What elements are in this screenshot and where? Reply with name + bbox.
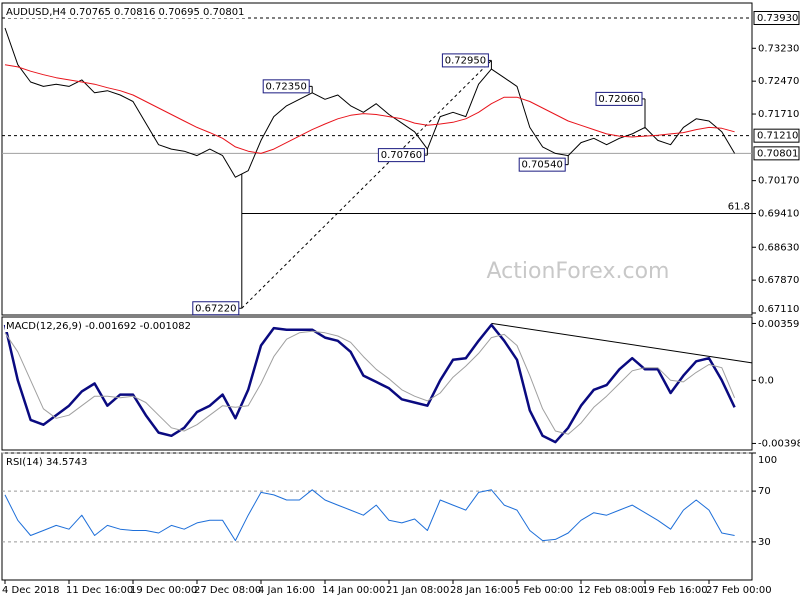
y-tick-label: 0.69410 [758, 209, 799, 220]
x-tick-label: 27 Feb 00:00 [706, 585, 772, 596]
y-tick-label: 30 [758, 537, 771, 548]
panel-title: RSI(14) 34.5743 [6, 457, 87, 468]
y-tick-label: 0.71710 [758, 109, 799, 120]
panel-frame [1, 316, 753, 451]
x-tick-label: 28 Jan 16:00 [450, 585, 513, 596]
y-tick-label: 100 [758, 455, 777, 466]
annotation-box [518, 157, 566, 172]
panel-title: AUDUSD,H4 0.70765 0.70816 0.70695 0.7080… [6, 7, 244, 18]
y-tick-label: 0.70170 [758, 176, 799, 187]
y-tick-label: -0.003986 [758, 438, 800, 449]
level-label: 61.8 [728, 202, 750, 213]
annotation-label: 0.70540 [522, 160, 563, 171]
annotation-box [262, 79, 310, 94]
panel-title-bg [5, 7, 246, 18]
level-label: 0.73930 [757, 13, 798, 24]
level-label-box [753, 146, 800, 161]
y-tick-label: 0.0 [758, 375, 774, 386]
x-tick-label: 21 Jan 08:00 [386, 585, 449, 596]
series-line [4, 64, 735, 154]
annotation-box [441, 53, 489, 68]
y-tick-label: 0.73230 [758, 43, 799, 54]
x-tick-label: 19 Dec 00:00 [130, 585, 197, 596]
level-label: 0.70801 [757, 148, 798, 159]
x-tick-label: 27 Dec 08:00 [194, 585, 261, 596]
level-label-box [753, 11, 800, 26]
x-tick-label: 11 Dec 16:00 [66, 585, 133, 596]
y-tick-label: 0.67110 [758, 304, 799, 315]
x-tick-label: 19 Feb 16:00 [642, 585, 708, 596]
trendline [241, 60, 492, 309]
annotation-box [377, 148, 425, 163]
y-tick-label: 0.67870 [758, 275, 799, 286]
series-line [4, 27, 736, 178]
panel-title: MACD(12,26,9) -0.001692 -0.001082 [6, 321, 191, 332]
level-label: 0.71210 [757, 131, 798, 142]
y-tick-label: 0.72470 [758, 76, 799, 87]
annotation-label: 0.72060 [598, 94, 639, 105]
watermark: ActionForex.com [487, 259, 670, 284]
series-line [3, 323, 736, 444]
annotation-box [192, 301, 240, 316]
annotation-label: 0.70760 [381, 150, 422, 161]
x-tick-label: 14 Jan 00:00 [322, 585, 385, 596]
annotation-label: 0.72950 [445, 55, 486, 66]
x-tick-label: 12 Feb 08:00 [578, 585, 644, 596]
annotation-label: 0.72350 [266, 81, 307, 92]
annotation-label: 0.67220 [195, 303, 236, 314]
y-tick-label: 0.003592 [758, 319, 800, 330]
panel-title-bg [5, 457, 89, 468]
annotation-box [595, 91, 643, 106]
y-tick-label: 0.68630 [758, 242, 799, 253]
y-tick-label: 70 [758, 486, 771, 497]
series-line [4, 489, 735, 542]
x-tick-label: 4 Jan 16:00 [258, 585, 315, 596]
series-line [4, 330, 736, 435]
x-tick-label: 5 Feb 00:00 [514, 585, 573, 596]
panel-frame [1, 2, 753, 316]
x-tick-label: 4 Dec 2018 [2, 585, 60, 596]
level-label-box [753, 128, 800, 143]
trendline [491, 322, 753, 364]
panel-title-bg [5, 321, 192, 332]
